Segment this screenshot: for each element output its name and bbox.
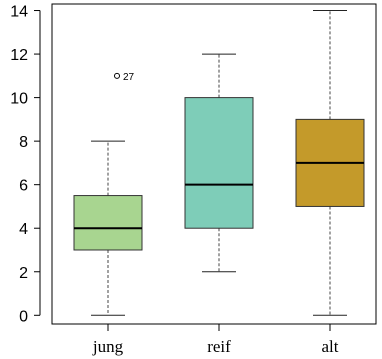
- box-group: 27: [73, 10, 365, 316]
- y-axis: 0 2 4 6 8 10 12 14: [10, 4, 41, 325]
- y-tick-label: 6: [19, 178, 28, 195]
- y-tick-label: 10: [10, 91, 28, 108]
- y-tick-label: 14: [10, 4, 28, 21]
- x-category-label: alt: [322, 337, 339, 356]
- outlier-point: [114, 72, 120, 79]
- y-tick-label: 8: [19, 134, 28, 151]
- x-category-label: jung: [92, 337, 124, 356]
- x-axis: jung reif alt: [92, 323, 339, 356]
- box-jung: [73, 195, 143, 251]
- x-category-label: reif: [207, 337, 231, 356]
- y-tick-label: 4: [19, 221, 28, 238]
- outlier-label: 27: [123, 72, 135, 83]
- y-tick-label: 0: [19, 308, 28, 325]
- y-tick-label: 12: [10, 47, 28, 64]
- y-tick-label: 2: [19, 265, 28, 282]
- box-reif: [184, 97, 254, 229]
